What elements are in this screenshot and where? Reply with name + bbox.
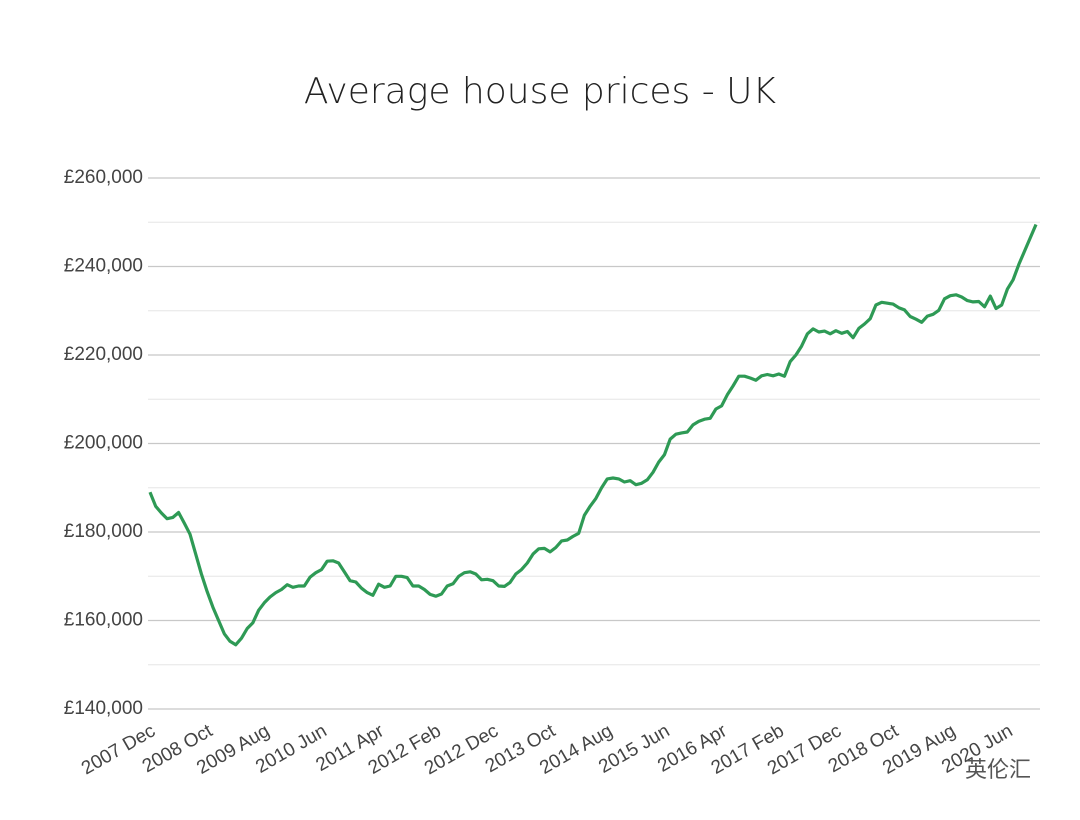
y-tick-label: £160,000 [64,610,143,631]
y-tick-label: £180,000 [64,521,143,542]
y-tick-label: £200,000 [64,433,143,454]
watermark: 英伦汇 [965,758,1031,783]
data-line [148,223,1038,647]
chart-title: Average house prices - UK [304,71,777,112]
y-tick-label: £240,000 [64,256,143,277]
y-tick-label: £220,000 [64,344,143,365]
y-tick-label: £140,000 [64,698,143,719]
y-tick-label: £260,000 [64,167,143,188]
